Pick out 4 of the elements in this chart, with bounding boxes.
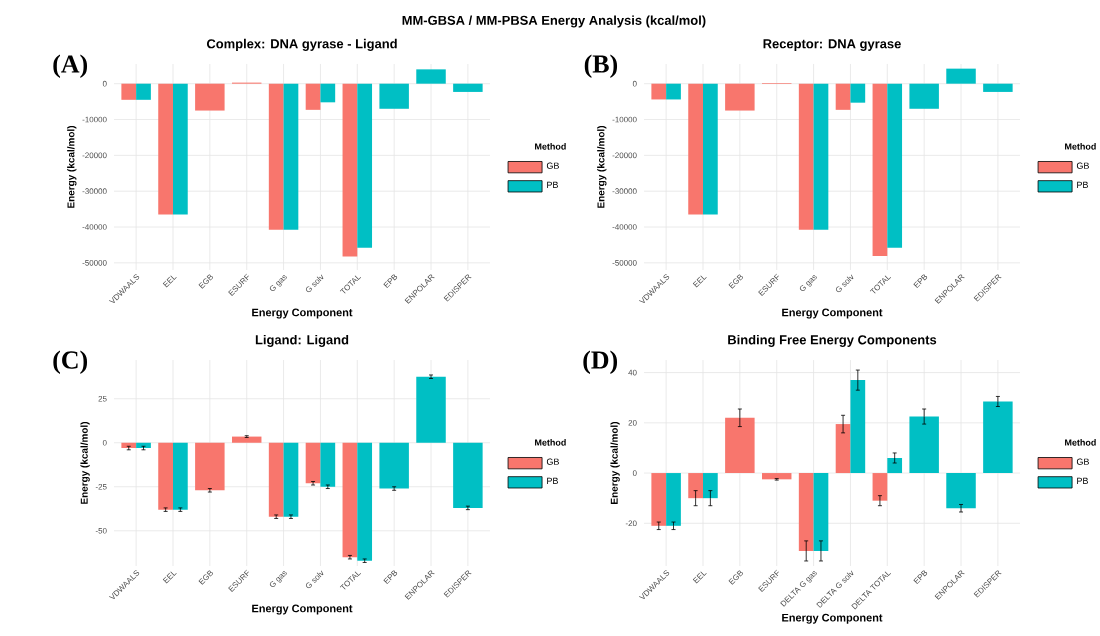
text: (C)	[53, 350, 88, 375]
text: (B)	[584, 54, 618, 79]
text: (D)	[583, 350, 618, 375]
text: (A)	[53, 54, 88, 79]
